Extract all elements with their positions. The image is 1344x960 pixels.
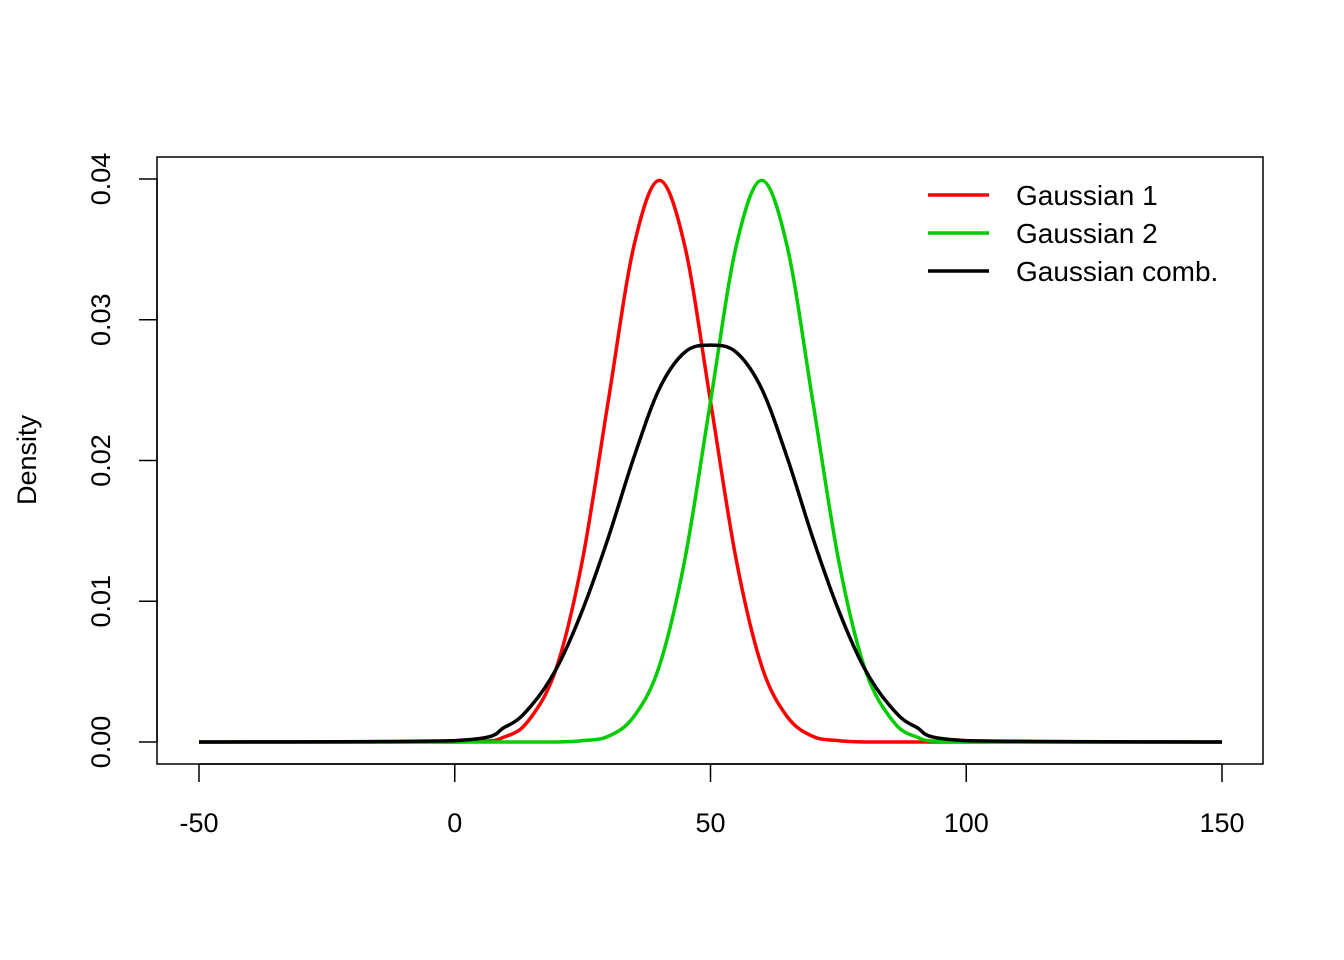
- legend-label-gaussian-2: Gaussian 2: [1016, 218, 1158, 249]
- legend-label-gaussian-1: Gaussian 1: [1016, 180, 1158, 211]
- x-tick-label: 150: [1199, 808, 1244, 838]
- x-tick-label: 50: [695, 808, 725, 838]
- y-axis-title: Density: [12, 414, 42, 505]
- series-line-gaussian-comb: [198, 343, 1223, 744]
- legend-label-gaussian-comb: Gaussian comb.: [1016, 256, 1218, 287]
- y-tick-label: 0.03: [86, 293, 116, 346]
- x-tick-label: 100: [944, 808, 989, 838]
- y-axis: 0.00 0.01 0.02 0.03 0.04: [86, 153, 158, 769]
- series-layer: [198, 178, 1223, 744]
- x-tick-label: 0: [447, 808, 462, 838]
- series-line-gaussian-1: [198, 178, 1222, 744]
- x-tick-label: -50: [179, 808, 218, 838]
- y-tick-label: 0.01: [86, 575, 116, 628]
- x-axis: -50 0 50 100 150: [179, 763, 1245, 838]
- y-tick-label: 0.02: [86, 434, 116, 487]
- y-tick-label: 0.00: [86, 716, 116, 769]
- y-tick-label: 0.04: [86, 153, 116, 206]
- legend: Gaussian 1 Gaussian 2 Gaussian comb.: [928, 180, 1218, 287]
- series-line-gaussian-2: [198, 178, 1222, 744]
